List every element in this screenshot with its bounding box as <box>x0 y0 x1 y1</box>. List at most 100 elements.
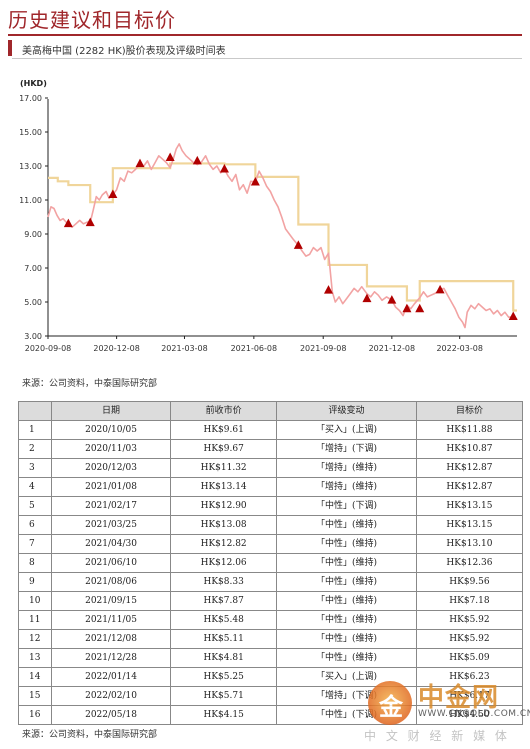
table-cell: 8 <box>18 553 52 573</box>
rating-marker <box>192 155 202 165</box>
table-row: 11 2021/11/05 HK$5.48 「中性」(维持) HK$5.92 <box>18 610 524 630</box>
table-cell: 11 <box>18 610 52 630</box>
table-cell: 2021/02/17 <box>50 496 172 516</box>
table-cell: 「中性」(维持) <box>276 553 417 573</box>
x-tick-label: 2022-03-08 <box>436 344 483 353</box>
rating-marker <box>415 303 425 313</box>
table-cell: HK$7.87 <box>170 591 278 611</box>
rating-history-table: 日期 前收市价 评级变动 目标价 1 2020/10/05 HK$9.61 「买入」(上调)… <box>18 401 524 725</box>
table-cell: 「中性」(维持) <box>276 534 417 554</box>
table-cell: HK$5.09 <box>415 648 524 668</box>
table-cell: HK$9.67 <box>170 439 278 459</box>
table-cell: HK$7.18 <box>415 591 524 611</box>
table-cell: HK$5.11 <box>170 629 278 649</box>
chart-subtitle: 美高梅中国 (2282 HK)股价表现及评级时间表 <box>22 46 226 57</box>
table-cell: 2020/10/05 <box>50 420 172 440</box>
page-title: 历史建议和目标价 <box>8 8 176 32</box>
table-cell: 7 <box>18 534 52 554</box>
table-cell: HK$11.88 <box>415 420 524 440</box>
table-cell: 2020/12/03 <box>50 458 172 478</box>
table-row: 5 2021/02/17 HK$12.90 「中性」(下调) HK$13.15 <box>18 496 524 516</box>
table-header-cell: 日期 <box>50 401 172 421</box>
table-cell: HK$12.36 <box>415 553 524 573</box>
table-cell: HK$5.25 <box>170 667 278 687</box>
table-cell: 「中性」(下调) <box>276 496 417 516</box>
y-axis-label: (HKD) <box>20 79 47 88</box>
table-cell: HK$9.56 <box>415 572 524 592</box>
table-row: 4 2021/01/08 HK$13.14 「增持」(维持) HK$12.87 <box>18 477 524 497</box>
watermark-url: WWW.CNGOLD.COM.CN <box>418 709 530 719</box>
subtitle-marker <box>8 40 12 56</box>
x-tick-label: 2020-12-08 <box>93 344 140 353</box>
rating-marker <box>108 189 118 199</box>
table-cell: 2022/02/10 <box>50 686 172 706</box>
rating-marker <box>323 285 333 294</box>
table-cell: 9 <box>18 572 52 592</box>
x-tick-label: 2021-06-08 <box>231 344 278 353</box>
table-cell: 「买入」(上调) <box>276 420 417 440</box>
table-cell: 2021/12/08 <box>50 629 172 649</box>
table-row: 3 2020/12/03 HK$11.32 「增持」(维持) HK$12.87 <box>18 458 524 478</box>
x-tick-label: 2020-09-08 <box>25 344 72 353</box>
rating-marker <box>219 164 229 173</box>
table-row: 1 2020/10/05 HK$9.61 「买入」(上调) HK$11.88 <box>18 420 524 440</box>
price-chart: (HKD) 3.00 5.00 7.00 9.00 11.00 13.00 15.00 17.0… <box>19 79 518 353</box>
table-row: 13 2021/12/28 HK$4.81 「中性」(维持) HK$5.09 <box>18 648 524 668</box>
table-row: 7 2021/04/30 HK$12.82 「中性」(维持) HK$13.10 <box>18 534 524 554</box>
y-tick-label: 5.00 <box>24 298 42 307</box>
rating-marker <box>135 158 145 168</box>
table-cell: 10 <box>18 591 52 611</box>
watermark-name: 中金网 <box>418 683 500 713</box>
table-cell: 2022/05/18 <box>50 705 172 725</box>
table-cell: 2021/03/25 <box>50 515 172 535</box>
y-tick-label: 3.00 <box>24 332 42 341</box>
table-cell: 2022/01/14 <box>50 667 172 687</box>
table-cell: 「中性」(维持) <box>276 591 417 611</box>
table-cell: HK$13.14 <box>170 477 278 497</box>
table-row: 8 2021/06/10 HK$12.06 「中性」(维持) HK$12.36 <box>18 553 524 573</box>
table-cell: 「中性」(维持) <box>276 515 417 535</box>
rating-marker <box>387 295 397 304</box>
x-tick-label: 2021-03-08 <box>161 344 208 353</box>
x-tick-label: 2021-09-08 <box>300 344 347 353</box>
table-cell: 5 <box>18 496 52 516</box>
x-tick-label: 2021-12-08 <box>369 344 416 353</box>
table-cell: HK$12.06 <box>170 553 278 573</box>
y-tick-label: 11.00 <box>19 196 42 205</box>
table-cell: HK$12.87 <box>415 458 524 478</box>
table-row: 15 2022/02/10 HK$5.71 「增持」(下调) HK$6.17 <box>18 686 524 706</box>
rating-marker <box>508 311 518 320</box>
table-cell: HK$13.15 <box>415 496 524 516</box>
rating-marker <box>293 240 303 249</box>
y-tick-label: 17.00 <box>19 94 42 103</box>
table-header-cell <box>18 401 52 421</box>
table-cell: 2 <box>18 439 52 459</box>
table-cell: 「增持」(维持) <box>276 458 417 478</box>
table-cell: HK$5.48 <box>170 610 278 630</box>
table-cell: HK$9.61 <box>170 420 278 440</box>
rating-marker <box>165 152 175 161</box>
table-cell: HK$12.82 <box>170 534 278 554</box>
target-price-line <box>48 162 517 312</box>
table-cell: 「中性」(维持) <box>276 610 417 630</box>
watermark-logo-icon: 金 <box>368 681 412 725</box>
table-cell: HK$5.92 <box>415 610 524 630</box>
table-cell: 13 <box>18 648 52 668</box>
table-cell: 1 <box>18 420 52 440</box>
table-source: 来源：公司资料，中泰国际研究部 <box>22 730 158 740</box>
table-cell: HK$13.15 <box>415 515 524 535</box>
table-cell: 2021/11/05 <box>50 610 172 630</box>
watermark-slogan: 中 文 财 经 新 媒 体 <box>364 729 510 743</box>
table-cell: 3 <box>18 458 52 478</box>
table-cell: HK$13.10 <box>415 534 524 554</box>
watermark-logo-glyph: 金 <box>379 693 403 721</box>
y-tick-label: 13.00 <box>19 162 42 171</box>
table-cell: 2021/04/30 <box>50 534 172 554</box>
table-cell: 「中性」(维持) <box>276 629 417 649</box>
table-cell: HK$12.87 <box>415 477 524 497</box>
table-cell: 14 <box>18 667 52 687</box>
chart-source: 来源：公司资料，中泰国际研究部 <box>22 379 158 389</box>
table-cell: 2021/08/06 <box>50 572 172 592</box>
table-cell: 「中性」(维持) <box>276 648 417 668</box>
rating-marker <box>85 217 95 227</box>
